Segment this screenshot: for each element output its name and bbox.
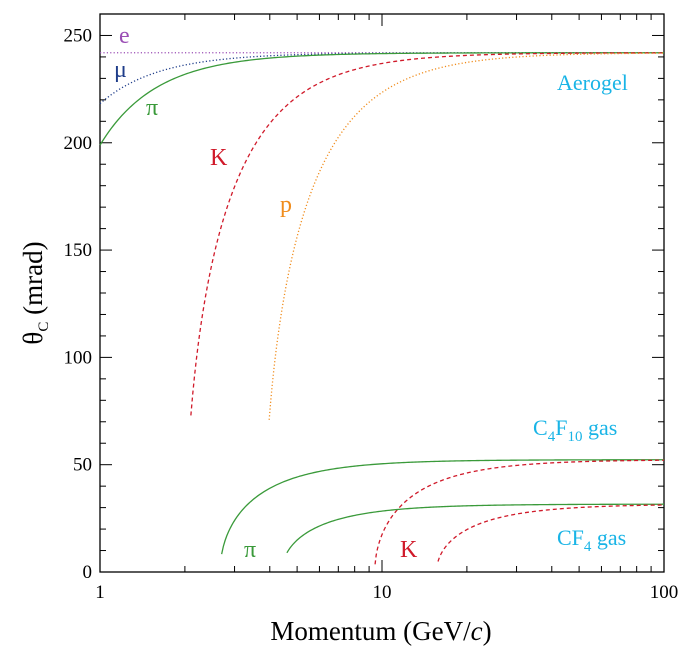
- y-tick-label: 0: [83, 562, 93, 583]
- series-c4f10-gas-π: [221, 459, 664, 555]
- label-aerogel: Aerogel: [557, 70, 628, 95]
- x-axis-title: Momentum (GeV/c): [270, 616, 491, 646]
- y-tick-label: 250: [64, 25, 93, 46]
- y-tick-label: 50: [73, 455, 92, 476]
- plot-frame: [99, 13, 665, 573]
- series-aerogel-K: [190, 52, 665, 416]
- label-c4f10-gas: C4F10 gas: [533, 415, 617, 445]
- label-k-gas: K: [400, 537, 418, 563]
- series-cf4-gas-K: [437, 504, 665, 562]
- x-tick-label: 1: [95, 582, 105, 603]
- y-axis-title: θC (mrad): [18, 241, 52, 344]
- label-pi-gas: π: [244, 537, 256, 563]
- label-p-aerogel: p: [280, 192, 292, 218]
- series-aerogel-π: [99, 52, 664, 146]
- series-c4f10-gas-K: [374, 459, 665, 565]
- series-aerogel-p: [268, 52, 665, 420]
- label-pi-aerogel: π: [146, 95, 158, 121]
- x-tick-label: 10: [373, 582, 392, 603]
- y-tick-label: 200: [64, 133, 93, 154]
- label-e: e: [119, 23, 130, 49]
- axis-ticks: [99, 14, 664, 573]
- y-tick-label: 150: [64, 240, 93, 261]
- label-cf4-gas: CF4 gas: [557, 525, 626, 555]
- label-k-aerogel: K: [210, 145, 228, 171]
- tick-labels: 1 10 100 0 50 100 150 200 250: [64, 25, 679, 603]
- label-mu: μ: [114, 57, 127, 83]
- y-tick-label: 100: [64, 347, 93, 368]
- series-cf4-gas-π: [286, 503, 664, 554]
- x-tick-label: 100: [650, 582, 679, 603]
- curves: [99, 52, 665, 565]
